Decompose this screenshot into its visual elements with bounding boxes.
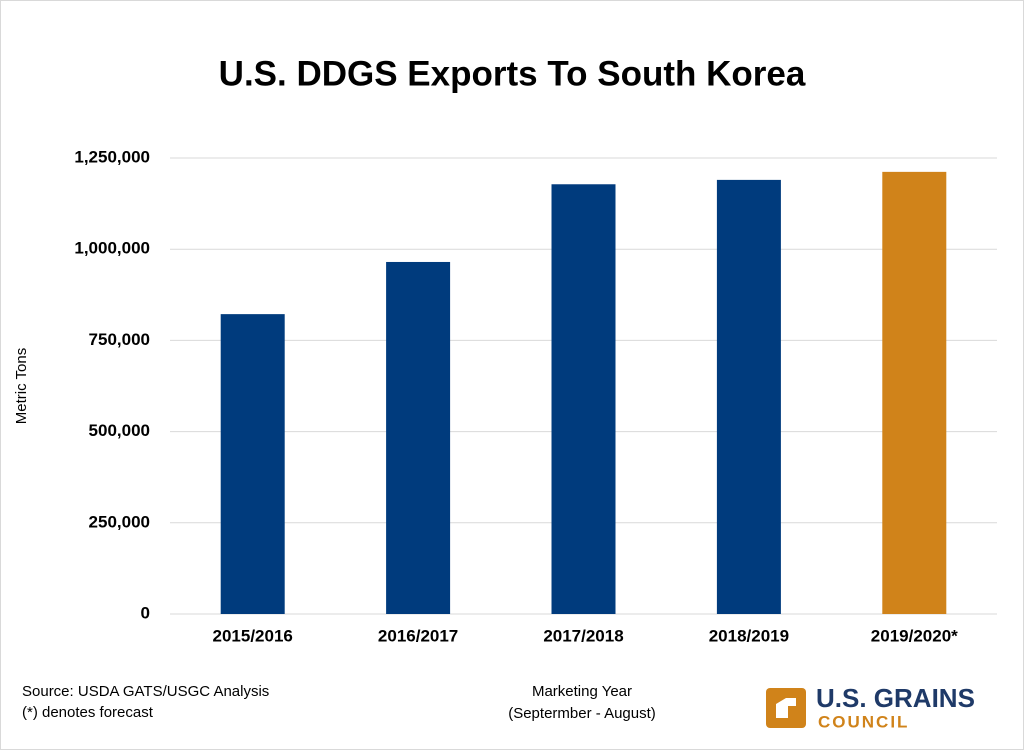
y-tick-label: 1,000,000: [74, 239, 150, 258]
logo: U.S. GRAINS COUNCIL: [766, 683, 975, 731]
x-tick-label: 2015/2016: [213, 626, 293, 645]
bar: [716, 179, 781, 614]
bar: [882, 171, 947, 614]
logo-subtext: COUNCIL: [818, 712, 909, 731]
y-tick-label: 0: [141, 603, 150, 622]
x-axis-label: (Septermber - August): [508, 705, 656, 722]
y-axis-label: Metric Tons: [13, 348, 30, 424]
source-note: (*) denotes forecast: [22, 704, 154, 721]
bar: [551, 184, 616, 614]
x-tick-label: 2016/2017: [378, 626, 458, 645]
x-tick-label: 2018/2019: [709, 626, 789, 645]
y-tick-label: 250,000: [89, 512, 150, 531]
logo-text: U.S. GRAINS: [816, 683, 975, 713]
source-note: Source: USDA GATS/USGC Analysis: [22, 683, 269, 700]
chart-title: U.S. DDGS Exports To South Korea: [219, 54, 806, 93]
y-tick-label: 1,250,000: [74, 147, 150, 166]
x-tick-label: 2019/2020*: [871, 626, 958, 645]
x-tick-label: 2017/2018: [543, 626, 623, 645]
y-tick-label: 500,000: [89, 421, 150, 440]
bar: [386, 261, 451, 614]
x-axis-label: Marketing Year: [532, 683, 632, 700]
y-tick-label: 750,000: [89, 330, 150, 349]
logo-glyph: [776, 698, 796, 718]
bar: [220, 314, 285, 614]
